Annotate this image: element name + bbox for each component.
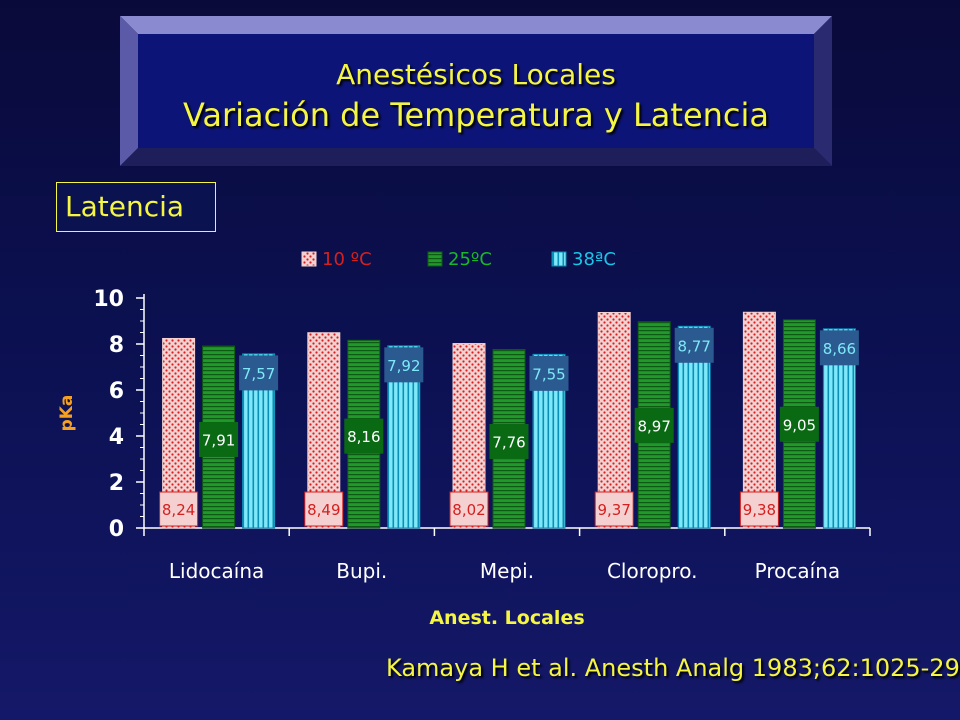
y-tick-label: 4 bbox=[109, 425, 124, 450]
citation: Kamaya H et al. Anesth Analg 1983;62:102… bbox=[386, 654, 960, 682]
data-label-box bbox=[239, 355, 279, 391]
y-axis-label: pKa bbox=[57, 395, 77, 432]
data-label-box bbox=[489, 423, 529, 459]
data-label: 7,92 bbox=[387, 357, 420, 375]
data-label-box bbox=[159, 491, 199, 527]
x-tick-label: Lidocaína bbox=[169, 559, 264, 583]
y-tick-label: 6 bbox=[109, 379, 124, 404]
data-label-box bbox=[779, 406, 819, 442]
legend-swatch bbox=[427, 251, 443, 267]
data-label: 8,66 bbox=[823, 340, 856, 358]
data-label-box bbox=[304, 491, 344, 527]
data-label-box bbox=[634, 407, 674, 443]
data-label: 7,55 bbox=[532, 365, 565, 383]
data-label-box bbox=[739, 491, 779, 527]
data-label-box bbox=[449, 491, 489, 527]
data-label: 7,57 bbox=[242, 365, 275, 383]
data-label-box bbox=[674, 327, 714, 363]
y-tick-label: 2 bbox=[109, 471, 124, 496]
data-label: 8,97 bbox=[637, 417, 670, 435]
data-label: 8,77 bbox=[677, 337, 710, 355]
legend-label: 25ºC bbox=[448, 249, 492, 270]
data-label-box bbox=[344, 418, 384, 454]
page-title: Anestésicos Locales bbox=[336, 58, 616, 91]
data-label: 8,16 bbox=[347, 428, 380, 446]
title-box: Anestésicos Locales Variación de Tempera… bbox=[120, 16, 832, 166]
legend-label: 10 ºC bbox=[322, 249, 372, 270]
data-label-box bbox=[199, 421, 239, 457]
legend-swatch bbox=[301, 251, 317, 267]
data-label: 9,38 bbox=[743, 501, 776, 519]
data-label: 8,49 bbox=[307, 501, 340, 519]
data-label-box bbox=[384, 347, 424, 383]
data-label: 7,91 bbox=[202, 431, 235, 449]
page-subtitle: Variación de Temperatura y Latencia bbox=[182, 96, 769, 134]
x-axis-label: Anest. Locales bbox=[429, 607, 584, 629]
legend-swatch bbox=[551, 251, 567, 267]
data-label: 9,05 bbox=[783, 416, 816, 434]
y-tick-label: 8 bbox=[109, 333, 124, 358]
data-label: 8,24 bbox=[162, 501, 195, 519]
y-tick-label: 10 bbox=[93, 287, 124, 312]
title-box-frame bbox=[120, 16, 832, 166]
x-tick-label: Bupi. bbox=[336, 559, 387, 583]
x-tick-label: Cloropro. bbox=[607, 559, 698, 583]
x-tick-label: Procaína bbox=[755, 559, 840, 583]
data-label: 8,02 bbox=[452, 501, 485, 519]
y-tick-label: 0 bbox=[109, 517, 124, 542]
data-label-box bbox=[594, 491, 634, 527]
data-label: 7,76 bbox=[492, 433, 525, 451]
x-tick-label: Mepi. bbox=[480, 559, 534, 583]
data-label: 9,37 bbox=[597, 501, 630, 519]
section-label: Latencia bbox=[56, 182, 216, 232]
data-label-box bbox=[819, 330, 859, 366]
legend-label: 38ªC bbox=[572, 249, 616, 270]
data-label-box bbox=[529, 355, 569, 391]
